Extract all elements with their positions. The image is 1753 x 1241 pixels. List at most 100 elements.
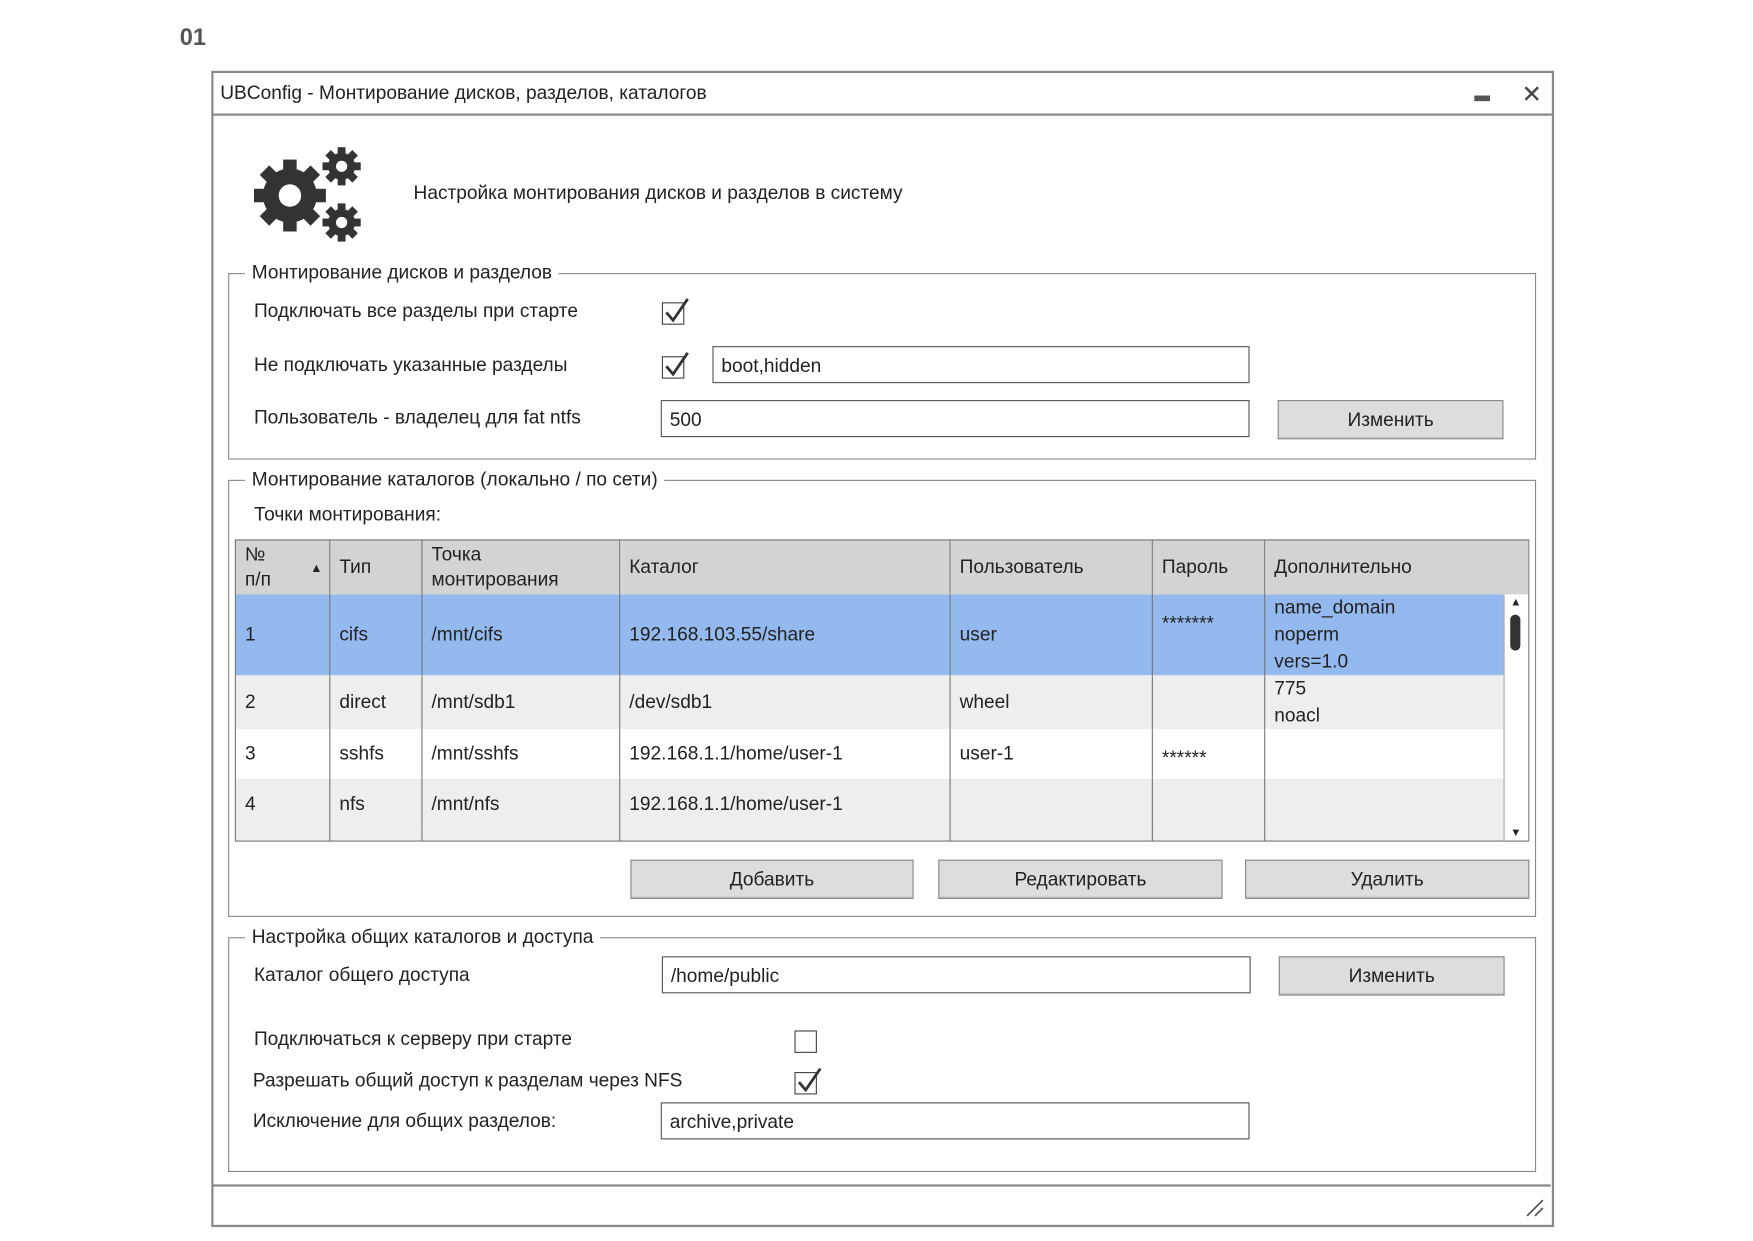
header-label: Каталог [629, 556, 699, 578]
cell-text: 775 noacl [1274, 677, 1320, 726]
cell-mount: /mnt/cifs [423, 594, 621, 676]
cell-mount: /mnt/nfs [423, 778, 621, 831]
exclude-label: Не подключать указанные разделы [253, 353, 568, 376]
exclude-input[interactable]: boot,hidden [712, 346, 1250, 384]
cell-type: direct [330, 675, 423, 730]
header-text: Настройка монтирования дисков и разделов… [413, 182, 903, 204]
dirs-group: Монтирование каталогов (локально / по се… [228, 468, 1537, 917]
table-row[interactable]: 2 direct/mnt/sdb1/dev/sdb1 wheel 775 noacl [235, 675, 1506, 730]
header-col-password[interactable]: Пароль [1152, 540, 1266, 595]
header-col-mount[interactable]: Точка монтирования [422, 540, 621, 595]
resize-grip-icon[interactable] [1525, 1198, 1545, 1218]
cell-extra [1265, 729, 1505, 778]
header-col-user[interactable]: Пользователь [950, 540, 1153, 595]
scroll-up-icon[interactable]: ▲ [1510, 596, 1522, 610]
owner-input[interactable]: 500 [660, 400, 1250, 438]
edit-button[interactable]: Редактировать [938, 859, 1223, 899]
mount-points-table: № п/п ▲ Тип Точка монтирования Каталог Пользо… [234, 539, 1530, 842]
cell-number: 2 [236, 675, 331, 730]
public-change-button[interactable]: Изменить [1278, 956, 1505, 996]
header-label: Дополнительно [1274, 556, 1412, 578]
cell-text: /mnt/sdb1 [431, 691, 516, 713]
header-col-number[interactable]: № п/п ▲ [235, 540, 331, 595]
cell-text: 192.168.1.1/home/user-1 [629, 742, 843, 765]
cell-number: 1 [236, 594, 331, 676]
disks-group-legend: Монтирование дисков и разделов [244, 261, 559, 285]
mount-points-label: Точки монтирования: [253, 503, 442, 525]
cell-type: cifs [330, 594, 423, 676]
scroll-thumb[interactable] [1510, 614, 1521, 651]
cell-text: 192.168.1.1/home/user-1 [629, 793, 843, 815]
header-col-type[interactable]: Тип [330, 540, 423, 595]
mount-all-label: Подключать все разделы при старте [253, 300, 578, 322]
share-group-legend: Настройка общих каталогов и доступа [244, 925, 601, 949]
header-label: Пароль [1161, 556, 1229, 578]
cell-text: ****** [1161, 747, 1207, 769]
exclusions-label: Исключение для общих разделов: [252, 1110, 557, 1132]
table-row[interactable]: 4 nfs/mnt/nfs 192.168.1.1/home/user-1 [235, 778, 1506, 831]
owner-change-button[interactable]: Изменить [1277, 400, 1504, 440]
cell-password [1153, 778, 1266, 831]
cell-text: sshfs [339, 742, 384, 765]
cell-text: /mnt/cifs [431, 623, 503, 646]
cell-number: 4 [236, 778, 331, 831]
connect-checkbox[interactable] [794, 1030, 817, 1053]
nfs-checkbox[interactable] [794, 1067, 822, 1095]
cell-user: wheel [951, 675, 1153, 730]
cell-extra: 775 noacl [1265, 675, 1505, 729]
public-dir-label: Каталог общего доступа [253, 964, 470, 986]
header-label: Точка монтирования [431, 543, 559, 590]
cell-dir: /dev/sdb1 [620, 675, 951, 730]
cell-type: nfs [330, 778, 423, 831]
page-number: 01 [179, 24, 207, 51]
table-row-partial [235, 830, 1506, 841]
cell-password: ******* [1153, 594, 1266, 676]
cell-user: user-1 [951, 729, 1153, 779]
cell-dir: 192.168.1.1/home/user-1 [620, 729, 951, 779]
header-col-dir[interactable]: Каталог [620, 540, 951, 595]
exclusions-input[interactable]: archive,private [660, 1102, 1250, 1140]
cell-extra [1265, 779, 1505, 831]
owner-label: Пользователь - владелец для fat ntfs [253, 406, 581, 429]
cell-password [1153, 675, 1266, 730]
cell-text: /mnt/nfs [431, 793, 500, 815]
cell-text: /mnt/sshfs [431, 742, 519, 765]
cell-text: name_domain noperm vers=1.0 [1274, 596, 1396, 672]
cell-text: 192.168.103.55/share [629, 623, 816, 646]
app-window: UBConfig - Монтирование дисков, разделов… [211, 70, 1555, 1228]
add-button[interactable]: Добавить [630, 859, 914, 899]
minimize-icon[interactable] [1474, 95, 1491, 102]
scroll-down-icon[interactable]: ▼ [1510, 827, 1522, 840]
header-label: № п/п [244, 543, 271, 590]
dirs-group-legend: Монтирование каталогов (локально / по се… [244, 468, 665, 492]
cell-text: nfs [339, 793, 365, 815]
cell-type: sshfs [330, 729, 423, 779]
table-scrollbar[interactable]: ▲ ▼ [1503, 594, 1529, 841]
header-label: Пользователь [959, 556, 1084, 578]
cell-text: 1 [244, 623, 256, 646]
header-col-extra[interactable]: Дополнительно [1265, 540, 1529, 595]
table-row[interactable]: 3 sshfs/mnt/sshfs 192.168.1.1/home/user-1 u… [235, 729, 1506, 779]
close-icon[interactable]: ✕ [1521, 79, 1543, 108]
window-title: UBConfig - Монтирование дисков, разделов… [220, 82, 707, 104]
cell-text: cifs [339, 623, 369, 646]
cell-mount: /mnt/sshfs [423, 729, 621, 779]
cell-text: /dev/sdb1 [629, 691, 713, 713]
cell-number: 3 [236, 729, 331, 779]
exclude-checkbox[interactable] [661, 352, 689, 379]
delete-button[interactable]: Удалить [1245, 859, 1530, 899]
nfs-label: Разрешать общий доступ к разделам через … [252, 1069, 683, 1092]
cell-text: ******* [1161, 612, 1214, 634]
cell-text: direct [339, 691, 387, 713]
mount-all-checkbox[interactable] [661, 298, 689, 325]
title-bar: UBConfig - Монтирование дисков, разделов… [213, 73, 1552, 116]
cell-text: 2 [244, 691, 256, 713]
cell-extra: name_domain noperm vers=1.0 [1265, 594, 1505, 675]
cell-text: user-1 [959, 742, 1014, 765]
cell-text: 4 [244, 793, 256, 815]
sort-ascending-icon[interactable]: ▲ [310, 561, 323, 576]
table-row[interactable]: 1 cifs/mnt/cifs 192.168.103.55/share user **… [235, 594, 1506, 676]
status-bar-divider [212, 1184, 1551, 1187]
disks-group: Монтирование дисков и разделов [228, 261, 1537, 460]
public-dir-input[interactable]: /home/public [661, 956, 1251, 994]
